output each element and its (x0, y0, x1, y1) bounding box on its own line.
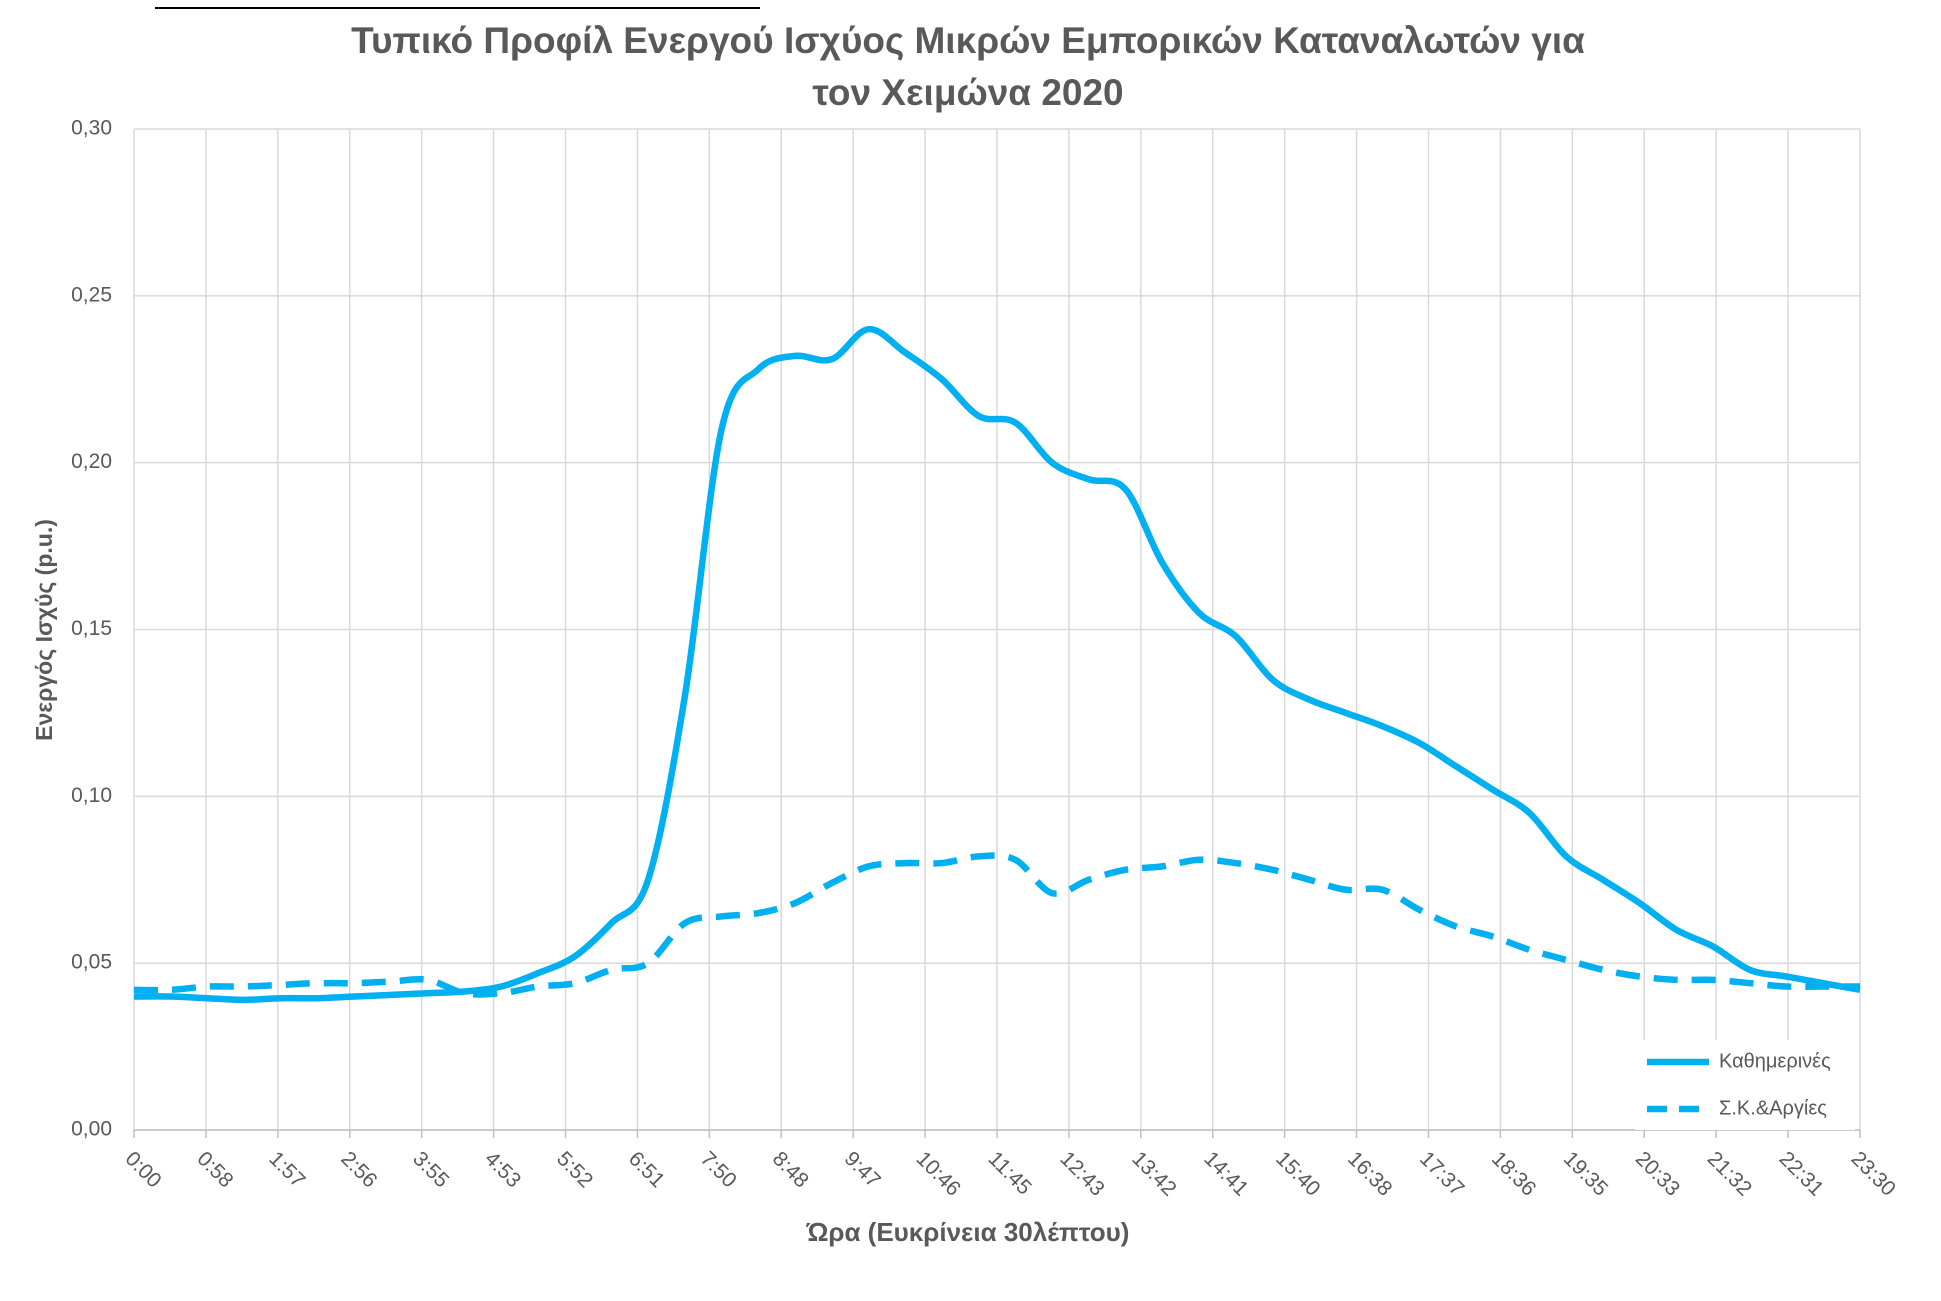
x-tick-label: 15:40 (1271, 1147, 1324, 1200)
x-tick-label: 23:30 (1847, 1147, 1900, 1200)
x-tick-label: 18:36 (1487, 1147, 1540, 1200)
x-tick-label: 5:52 (552, 1147, 597, 1192)
y-tick-label: 0,15 (71, 617, 112, 640)
y-tick-label: 0,10 (71, 784, 112, 807)
chart-title-text: Τυπικό Προφίλ Ενεργού Ισχύος Μικρών Εμπο… (351, 20, 1585, 113)
x-tick-label: 12:43 (1055, 1147, 1108, 1200)
chart-title: Τυπικό Προφίλ Ενεργού Ισχύος Μικρών Εμπο… (351, 20, 1585, 113)
x-tick-label: 4:53 (480, 1147, 525, 1192)
x-tick-label: 6:51 (624, 1147, 669, 1192)
y-axis-label: Ενεργός Ισχύς (p.u.) (31, 519, 57, 741)
x-axis-label: Ώρα (Ευκρίνεια 30λέπτου) (806, 1217, 1130, 1247)
x-tick-label: 21:32 (1703, 1147, 1756, 1200)
x-tick-label: 14:41 (1199, 1147, 1252, 1200)
y-tick-label: 0,30 (71, 117, 112, 140)
x-tick-label: 0:00 (121, 1147, 166, 1192)
x-tick-label: 2:56 (336, 1147, 381, 1192)
legend-label: Καθημερινές (1719, 1050, 1831, 1072)
x-tick-label: 13:42 (1127, 1147, 1180, 1200)
x-tick-label: 8:48 (768, 1147, 813, 1192)
x-tick-label: 19:35 (1559, 1147, 1612, 1200)
legend-label: Σ.Κ.&Αργίες (1719, 1097, 1827, 1119)
series-line (133, 325, 1861, 1004)
legend-box (1635, 1040, 1855, 1130)
x-tick-label: 10:46 (912, 1147, 965, 1200)
x-tick-label: 7:50 (696, 1147, 741, 1192)
x-tick-label: 20:33 (1631, 1147, 1684, 1200)
x-tick-label: 11:45 (984, 1147, 1036, 1199)
y-tick-label: 0,20 (71, 450, 112, 473)
x-tick-label: 22:31 (1775, 1147, 1828, 1200)
x-tick-label: 16:38 (1343, 1147, 1396, 1200)
x-tick-label: 3:55 (408, 1147, 453, 1192)
y-tick-label: 0,25 (71, 283, 112, 306)
x-tick-label: 0:58 (192, 1147, 237, 1192)
x-tick-label: 1:57 (264, 1147, 309, 1192)
y-tick-label: 0,05 (71, 951, 112, 974)
y-tick-label: 0,00 (71, 1118, 112, 1141)
x-tick-label: 9:47 (840, 1147, 885, 1192)
x-tick-label: 17:37 (1415, 1147, 1468, 1200)
